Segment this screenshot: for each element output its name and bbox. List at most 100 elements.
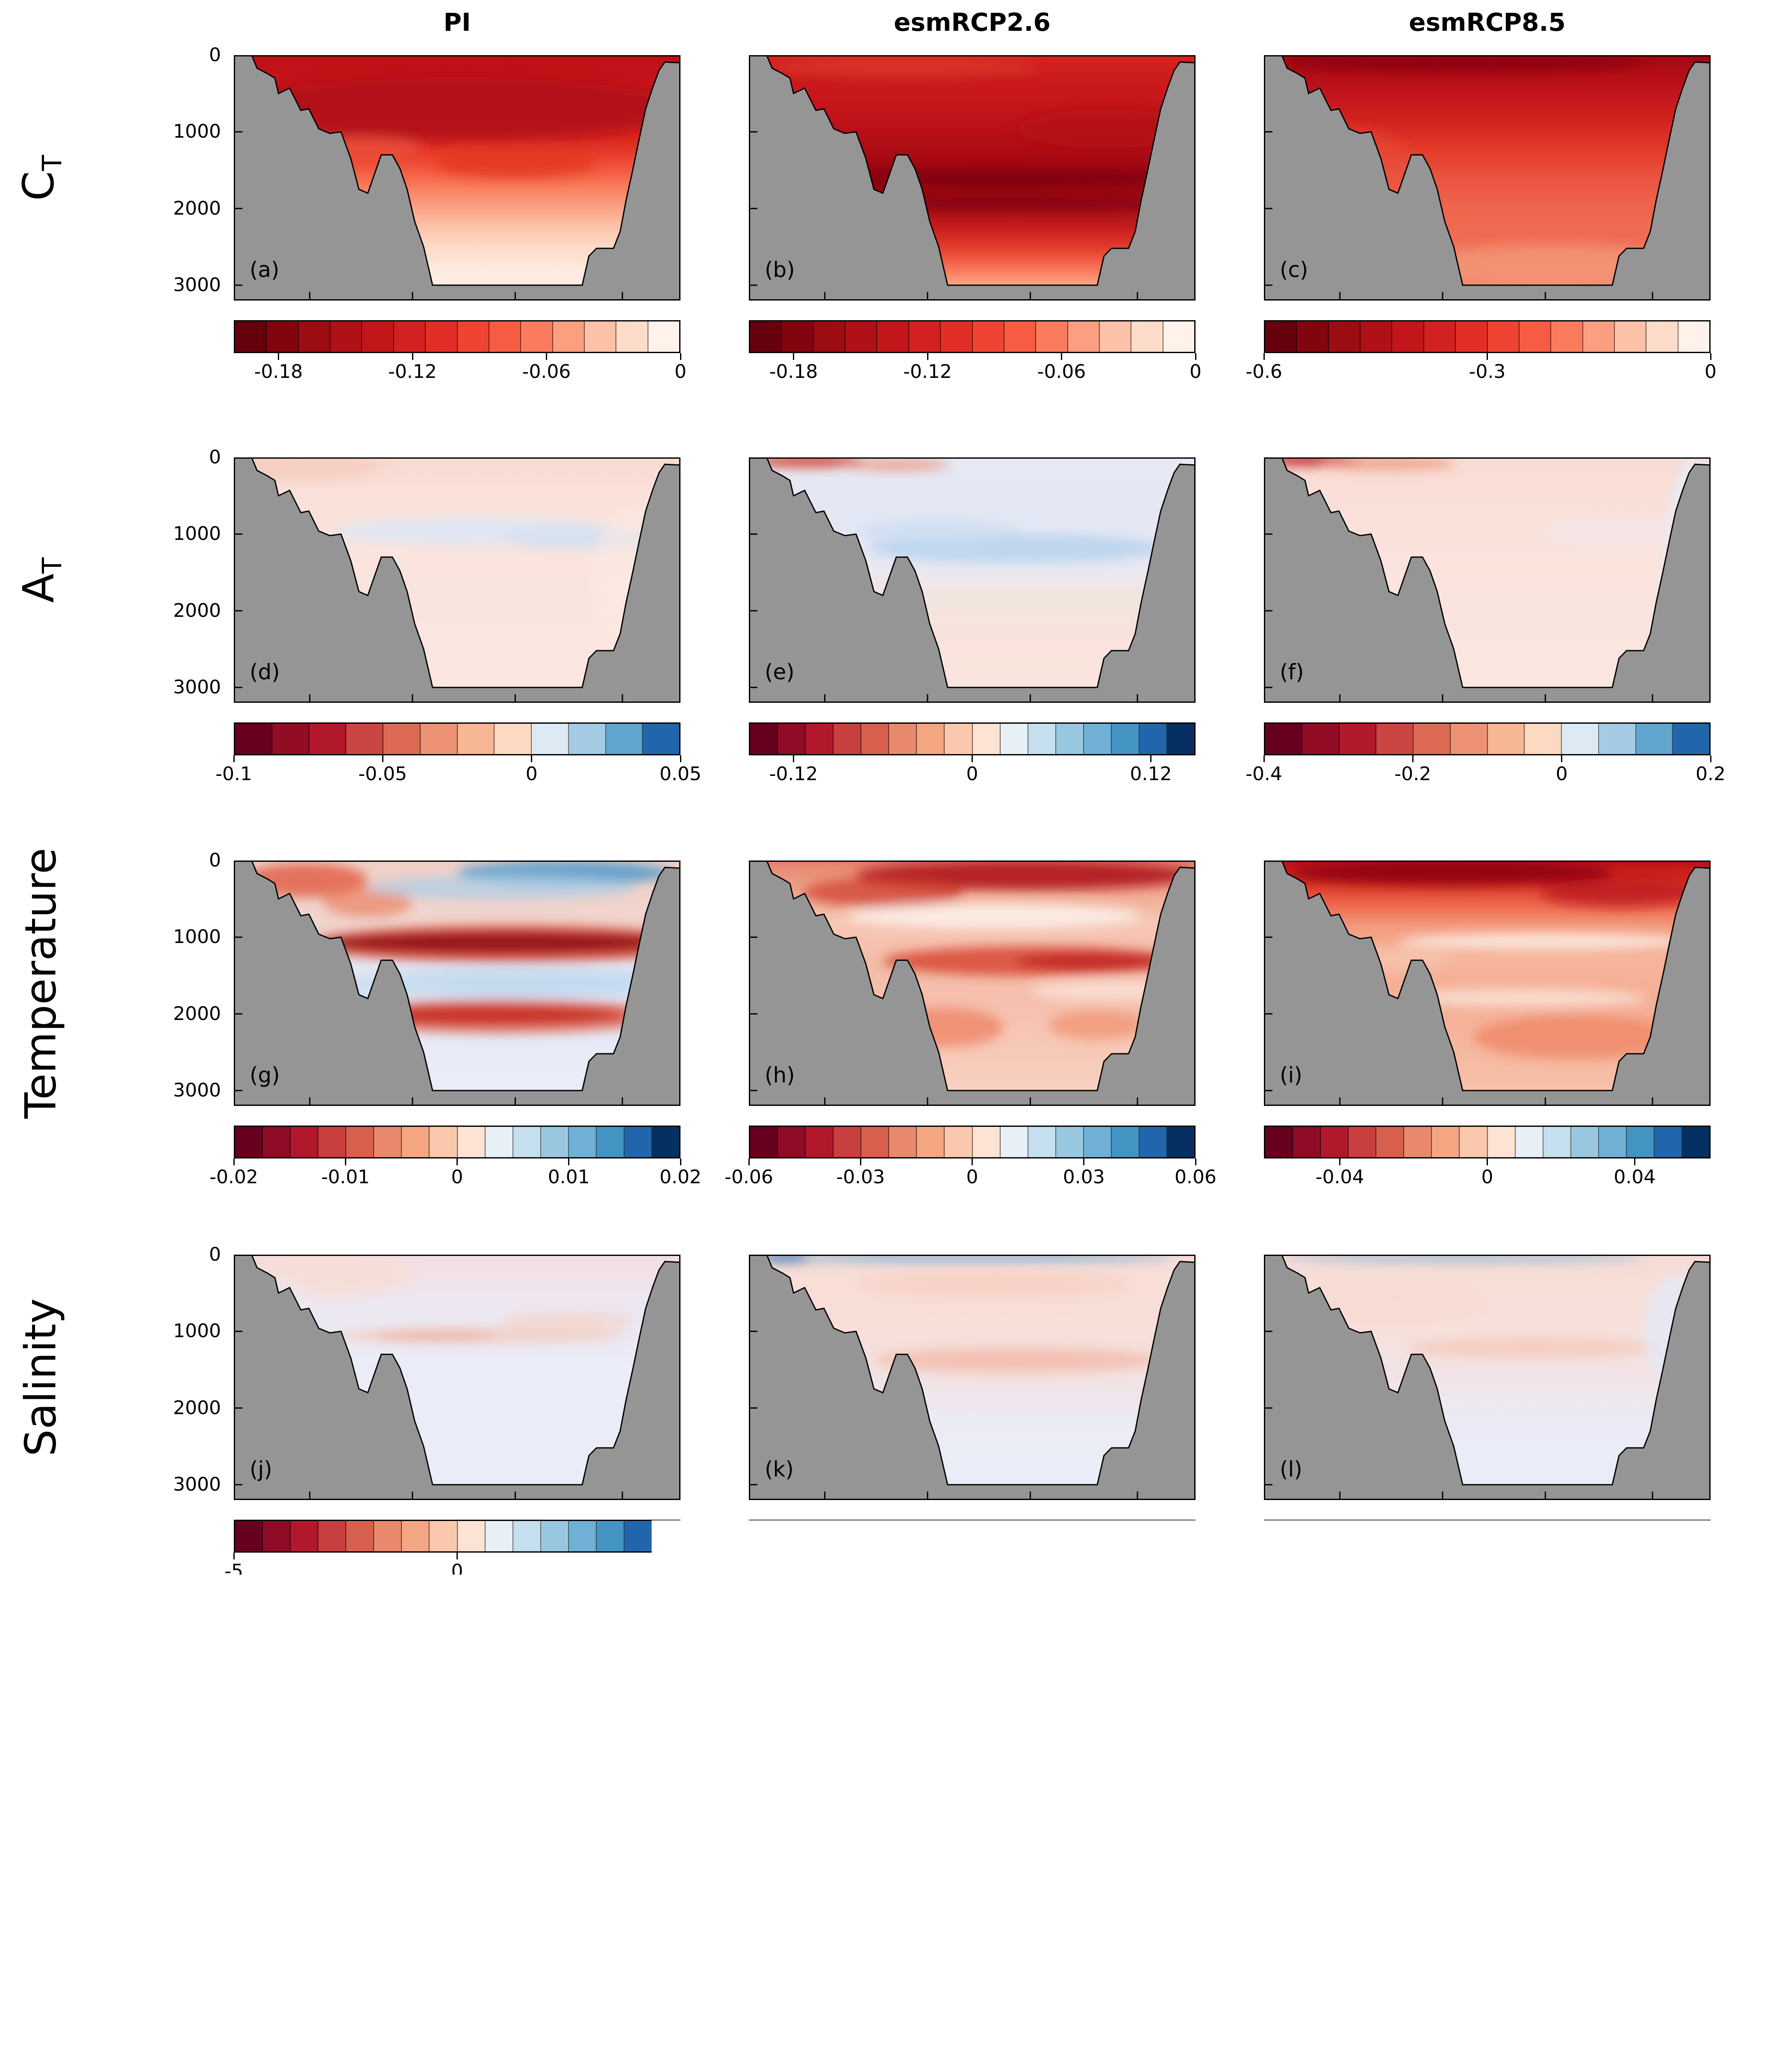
colorbar-segment <box>1302 1521 1340 1551</box>
x-tick-label-m: 10 <box>580 1910 665 1932</box>
colorbar-segment <box>1583 1978 1615 2009</box>
colorbar-tick-i <box>1487 1158 1488 1165</box>
colorbar-tick-label-n: -0.12 <box>872 2019 983 2039</box>
colorbar-tick-label-f: -0.4 <box>1208 764 1319 784</box>
colorbar-segment <box>1525 724 1562 754</box>
colorbar-segment <box>235 724 272 754</box>
colorbar-segment <box>521 321 553 352</box>
panels-grid: (a) -0.18 -0.12 -0.06 0 (b) -0.18 -0.12 -0.06 0 (c… <box>0 0 1767 2072</box>
colorbar-segment <box>458 1978 489 2009</box>
panel-j: (j) <box>234 1255 680 1500</box>
colorbar-segment <box>569 724 606 754</box>
colorbar-tick-label-g: -0.02 <box>178 1167 289 1188</box>
panel-f: (f) <box>1264 457 1711 703</box>
panel-letter-n: (n) <box>765 1860 795 1885</box>
colorbar-segment <box>458 1521 486 1551</box>
x-tick-label-n: 10 <box>1095 1910 1180 1932</box>
colorbar-tick-n <box>1195 2010 1196 2017</box>
colorbar-segment <box>489 321 521 352</box>
colorbar-tick-b <box>927 353 928 360</box>
colorbar-segment <box>1028 1521 1056 1551</box>
colorbar-tick-label-m: -0.18 <box>223 2019 334 2039</box>
colorbar-tick-e <box>793 755 794 762</box>
colorbar-tick-label-o: -0.6 <box>1208 2019 1319 2039</box>
colorbar-segment <box>513 1521 541 1551</box>
colorbar-segment <box>1028 1127 1056 1157</box>
colorbar-segment <box>421 724 458 754</box>
colorbar-tick-label-g: 0.01 <box>513 1167 624 1188</box>
y-tick-label-row1: 0 <box>131 44 221 66</box>
panel-letter-c: (c) <box>1280 257 1308 282</box>
colorbar-tick-e <box>972 755 973 762</box>
colorbar-c <box>1264 320 1711 353</box>
colorbar-segment <box>1679 321 1709 352</box>
row-label-salinity: Salinity <box>16 1298 66 1456</box>
colorbar-segment <box>426 321 457 352</box>
colorbar-tick-k <box>1083 1553 1084 1559</box>
colorbar-segment <box>1068 1978 1100 2009</box>
colorbar-segment <box>1036 321 1068 352</box>
colorbar-segment <box>1562 1521 1599 1551</box>
colorbar-segment <box>909 1978 941 2009</box>
colorbar-segment <box>1112 1127 1140 1157</box>
colorbar-tick-label-a: 0 <box>625 362 736 382</box>
colorbar-segment <box>750 1978 782 2009</box>
colorbar-segment <box>1056 1521 1084 1551</box>
colorbar-segment <box>394 321 426 352</box>
colorbar-tick-h <box>1083 1158 1084 1165</box>
colorbar-tick-label-n: -0.18 <box>738 2019 849 2039</box>
colorbar-segment <box>1392 1978 1424 2009</box>
colorbar-segment <box>495 724 532 754</box>
colorbar-tick-h <box>860 1158 861 1165</box>
colorbar-n <box>749 1977 1196 2010</box>
colorbar-segment <box>263 1127 291 1157</box>
colorbar-j <box>234 1520 680 1553</box>
panel-letter-m: (m) <box>250 1860 287 1885</box>
colorbar-tick-label-g: -0.01 <box>290 1167 401 1188</box>
y-tick-label-row4: 2000 <box>131 1397 221 1419</box>
colorbar-segment <box>1265 1978 1297 2009</box>
x-tick-label-m: 350 <box>370 1910 455 1932</box>
colorbar-tick-k <box>748 1553 750 1559</box>
colorbar-segment <box>1516 1127 1543 1157</box>
colorbar-segment <box>877 321 909 352</box>
colorbar-segment <box>402 1127 430 1157</box>
colorbar-segment <box>1551 1978 1583 2009</box>
colorbar-tick-h <box>748 1158 750 1165</box>
colorbar-segment <box>624 1127 652 1157</box>
colorbar-segment <box>430 1127 457 1157</box>
colorbar-segment <box>235 1127 263 1157</box>
colorbar-segment <box>1361 321 1392 352</box>
colorbar-segment <box>585 321 616 352</box>
colorbar-tick-d <box>382 755 383 762</box>
x-tick-label-n: 0 <box>987 1910 1073 1932</box>
colorbar-segment <box>861 1127 889 1157</box>
colorbar-segment <box>1543 1127 1571 1157</box>
colorbar-segment <box>778 1127 806 1157</box>
colorbar-tick-label-h: -0.03 <box>805 1167 916 1188</box>
section-plot-f: (f) <box>1264 457 1711 703</box>
colorbar-segment <box>521 1978 553 2009</box>
colorbar-segment <box>652 1521 679 1551</box>
colorbar-segment <box>945 1521 972 1551</box>
colorbar-a <box>234 320 680 353</box>
colorbar-tick-j <box>233 1553 235 1559</box>
colorbar-segment <box>845 1978 877 2009</box>
panel-letter-i: (i) <box>1280 1063 1302 1088</box>
colorbar-m <box>234 1977 680 2010</box>
colorbar-f <box>1264 722 1711 755</box>
colorbar-segment <box>1520 1978 1551 2009</box>
section-plot-c: (c) <box>1264 55 1711 301</box>
colorbar-tick-o <box>1710 2010 1711 2017</box>
panel-letter-h: (h) <box>765 1063 795 1088</box>
colorbar-segment <box>394 1978 426 2009</box>
colorbar-segment <box>267 1978 298 2009</box>
colorbar-segment <box>917 1521 945 1551</box>
colorbar-segment <box>1424 1978 1456 2009</box>
colorbar-tick-c <box>1487 353 1488 360</box>
colorbar-segment <box>1036 1978 1068 2009</box>
colorbar-segment <box>426 1978 457 2009</box>
x-tick-label-o: 340 <box>1297 1910 1383 1932</box>
colorbar-segment <box>1265 1521 1302 1551</box>
colorbar-segment <box>1599 724 1636 754</box>
